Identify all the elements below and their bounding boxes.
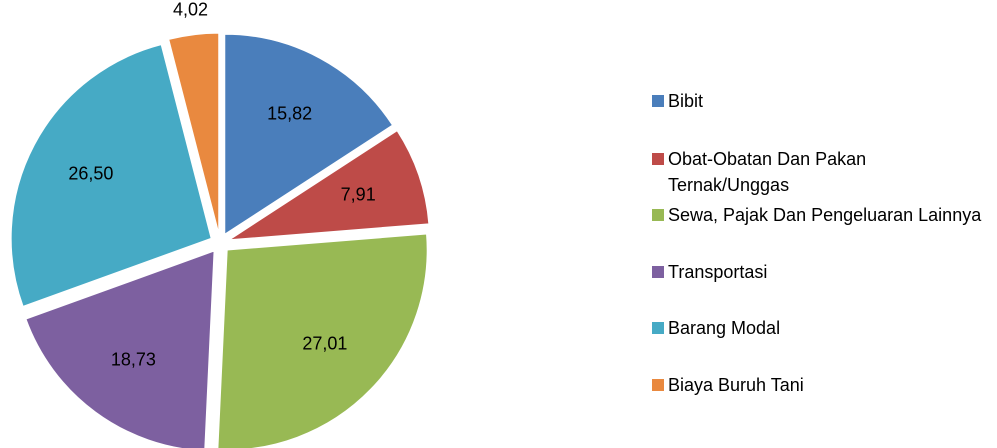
legend-label: Bibit (668, 91, 704, 111)
legend-item: Barang Modal (652, 315, 987, 341)
legend-swatch (652, 322, 664, 334)
pie-slice (168, 32, 220, 234)
data-label: 7,91 (341, 185, 376, 205)
legend-swatch (652, 379, 664, 391)
pie-slice (217, 233, 428, 448)
legend-label: Biaya Buruh Tani (668, 375, 804, 395)
legend-swatch (652, 209, 664, 221)
data-label: 18,73 (111, 349, 156, 369)
pie-slice (10, 44, 212, 307)
chart: 15,82 7,91 27,01 18,73 26,50 4,02 (10, 0, 430, 448)
legend-swatch (652, 153, 664, 165)
legend-label: Barang Modal (668, 318, 781, 338)
legend-label: Sewa, Pajak Dan Pengeluaran Lainnya (668, 205, 982, 225)
legend-item: Biaya Buruh Tani (652, 372, 987, 398)
data-label: 15,82 (267, 103, 312, 123)
legend-label: Obat-Obatan Dan Pakan Ternak/Unggas (668, 149, 867, 195)
legend-item: Obat-Obatan Dan Pakan Ternak/Unggas (652, 146, 987, 198)
legend-swatch (652, 95, 664, 107)
legend-item: Transportasi (652, 259, 987, 285)
pie-slice (224, 33, 394, 236)
data-label: 26,50 (68, 164, 113, 184)
legend-item: Sewa, Pajak Dan Pengeluaran Lainnya (652, 202, 987, 228)
legend-item: Bibit (652, 88, 987, 114)
data-label: 4,02 (173, 0, 208, 20)
legend-label: Transportasi (668, 262, 768, 282)
pie-slice (25, 250, 215, 448)
pie-slice (229, 130, 430, 241)
legend-swatch (652, 266, 664, 278)
data-label: 27,01 (302, 333, 347, 353)
